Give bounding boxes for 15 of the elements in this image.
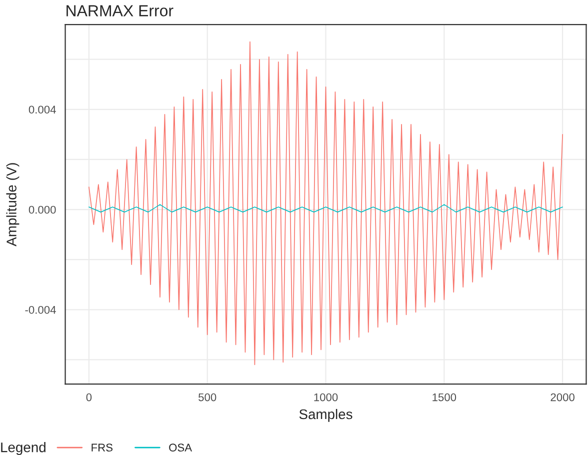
x-tick-label: 500 [198, 393, 216, 402]
legend-label: FRS [92, 444, 112, 452]
x-tick-label: 1500 [432, 393, 456, 402]
legend-label: OSA [169, 444, 192, 452]
x-tick-label: 0 [86, 393, 92, 402]
line-series [88, 41, 563, 366]
y-axis-title: Amplitude (V) [6, 163, 20, 246]
legend-title: Legend [1, 442, 46, 455]
y-tick-label: 0.004 [28, 106, 56, 114]
y-tick-label: 0.000 [28, 206, 56, 214]
y-tick-label: -0.004 [25, 306, 56, 314]
x-tick-label: 1000 [314, 393, 338, 402]
chart-title: NARMAX Error [66, 5, 174, 16]
x-axis-title: Samples [299, 408, 352, 422]
x-tick-label: 2000 [550, 393, 574, 402]
